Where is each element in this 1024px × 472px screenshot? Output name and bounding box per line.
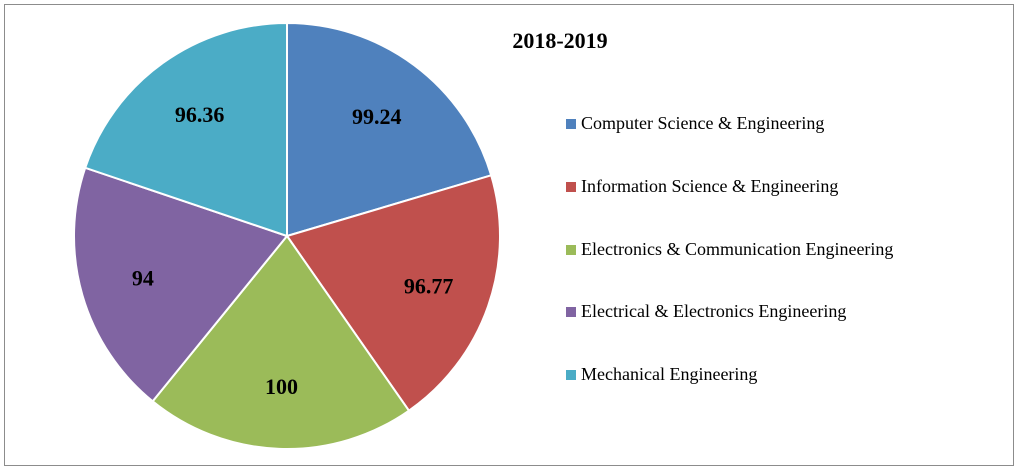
pie-slice-electronics-communication (151, 234, 411, 450)
legend-label: Mechanical Engineering (581, 364, 758, 384)
legend-label: Electrical & Electronics Engineering (581, 301, 847, 321)
slice-value-label: 99.24 (352, 104, 402, 129)
legend-item-information-science: Information Science & Engineering (566, 176, 838, 200)
legend-swatch (566, 369, 576, 380)
legend-label: Computer Science & Engineering (581, 113, 825, 133)
legend-item-electrical-electronics: Electrical & Electronics Engineering (566, 301, 846, 325)
slice-value-label: 100 (265, 374, 298, 399)
legend-label: Electronics & Communication Engineering (581, 239, 894, 259)
pie-slice-information-science (285, 174, 501, 413)
pie-slice-computer-science (286, 21, 493, 238)
legend-swatch (566, 118, 576, 129)
slice-value-label: 96.77 (404, 274, 454, 299)
legend-item-mechanical: Mechanical Engineering (566, 364, 757, 388)
pie-slice-electrical-electronics (73, 166, 289, 403)
chart-title: 2018-2019 (512, 28, 608, 53)
pie-slice-mechanical (83, 21, 288, 238)
legend-item-electronics-communication: Electronics & Communication Engineering (566, 239, 893, 263)
slice-value-label: 94 (132, 266, 154, 291)
legend-swatch (566, 306, 576, 317)
legend-label: Information Science & Engineering (581, 176, 839, 196)
legend-item-computer-science: Computer Science & Engineering (566, 113, 824, 137)
slice-value-label: 96.36 (175, 102, 225, 127)
legend-swatch (566, 244, 576, 255)
legend-swatch (566, 181, 576, 192)
